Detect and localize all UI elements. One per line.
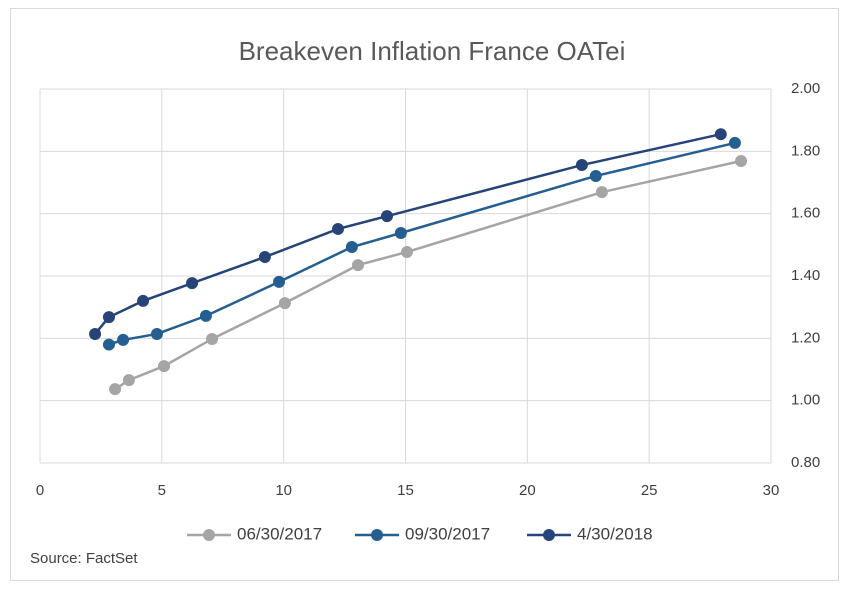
y-tick-label: 1.60 <box>791 205 820 222</box>
data-point <box>150 327 163 340</box>
x-tick-label: 10 <box>275 482 292 499</box>
data-point <box>351 259 364 272</box>
legend-marker <box>543 529 555 541</box>
x-tick-label: 0 <box>36 482 44 499</box>
legend-label: 4/30/2018 <box>577 524 653 543</box>
legend-label: 09/30/2017 <box>405 524 490 543</box>
data-point <box>575 159 588 172</box>
data-point <box>735 154 748 167</box>
chart-border <box>10 8 839 581</box>
data-point <box>394 226 407 239</box>
x-tick-label: 5 <box>158 482 166 499</box>
data-point <box>158 360 171 373</box>
data-point <box>273 275 286 288</box>
data-point <box>89 327 102 340</box>
data-point <box>345 241 358 254</box>
data-point <box>117 333 130 346</box>
source-note: Source: FactSet <box>30 550 138 567</box>
data-point <box>122 374 135 387</box>
data-point <box>199 309 212 322</box>
data-point <box>714 128 727 141</box>
x-tick-label: 25 <box>641 482 658 499</box>
y-tick-label: 0.80 <box>791 454 820 471</box>
data-point <box>186 277 199 290</box>
data-point <box>400 246 413 259</box>
y-tick-label: 1.80 <box>791 142 820 159</box>
data-point <box>137 294 150 307</box>
legend-marker <box>203 529 215 541</box>
x-tick-label: 30 <box>763 482 780 499</box>
data-point <box>380 210 393 223</box>
y-tick-label: 1.00 <box>791 392 820 409</box>
x-tick-label: 15 <box>397 482 414 499</box>
y-tick-label: 1.40 <box>791 267 820 284</box>
data-point <box>258 250 271 263</box>
data-point <box>728 136 741 149</box>
x-tick-label: 20 <box>519 482 536 499</box>
data-point <box>589 169 602 182</box>
data-point <box>332 222 345 235</box>
chart-title: Breakeven Inflation France OATei <box>239 36 626 66</box>
y-tick-label: 2.00 <box>791 80 820 97</box>
data-point <box>109 383 122 396</box>
legend-marker <box>371 529 383 541</box>
data-point <box>102 338 115 351</box>
legend-label: 06/30/2017 <box>237 524 322 543</box>
y-tick-label: 1.20 <box>791 329 820 346</box>
data-point <box>206 332 219 345</box>
data-point <box>595 186 608 199</box>
data-point <box>278 297 291 310</box>
data-point <box>102 311 115 324</box>
